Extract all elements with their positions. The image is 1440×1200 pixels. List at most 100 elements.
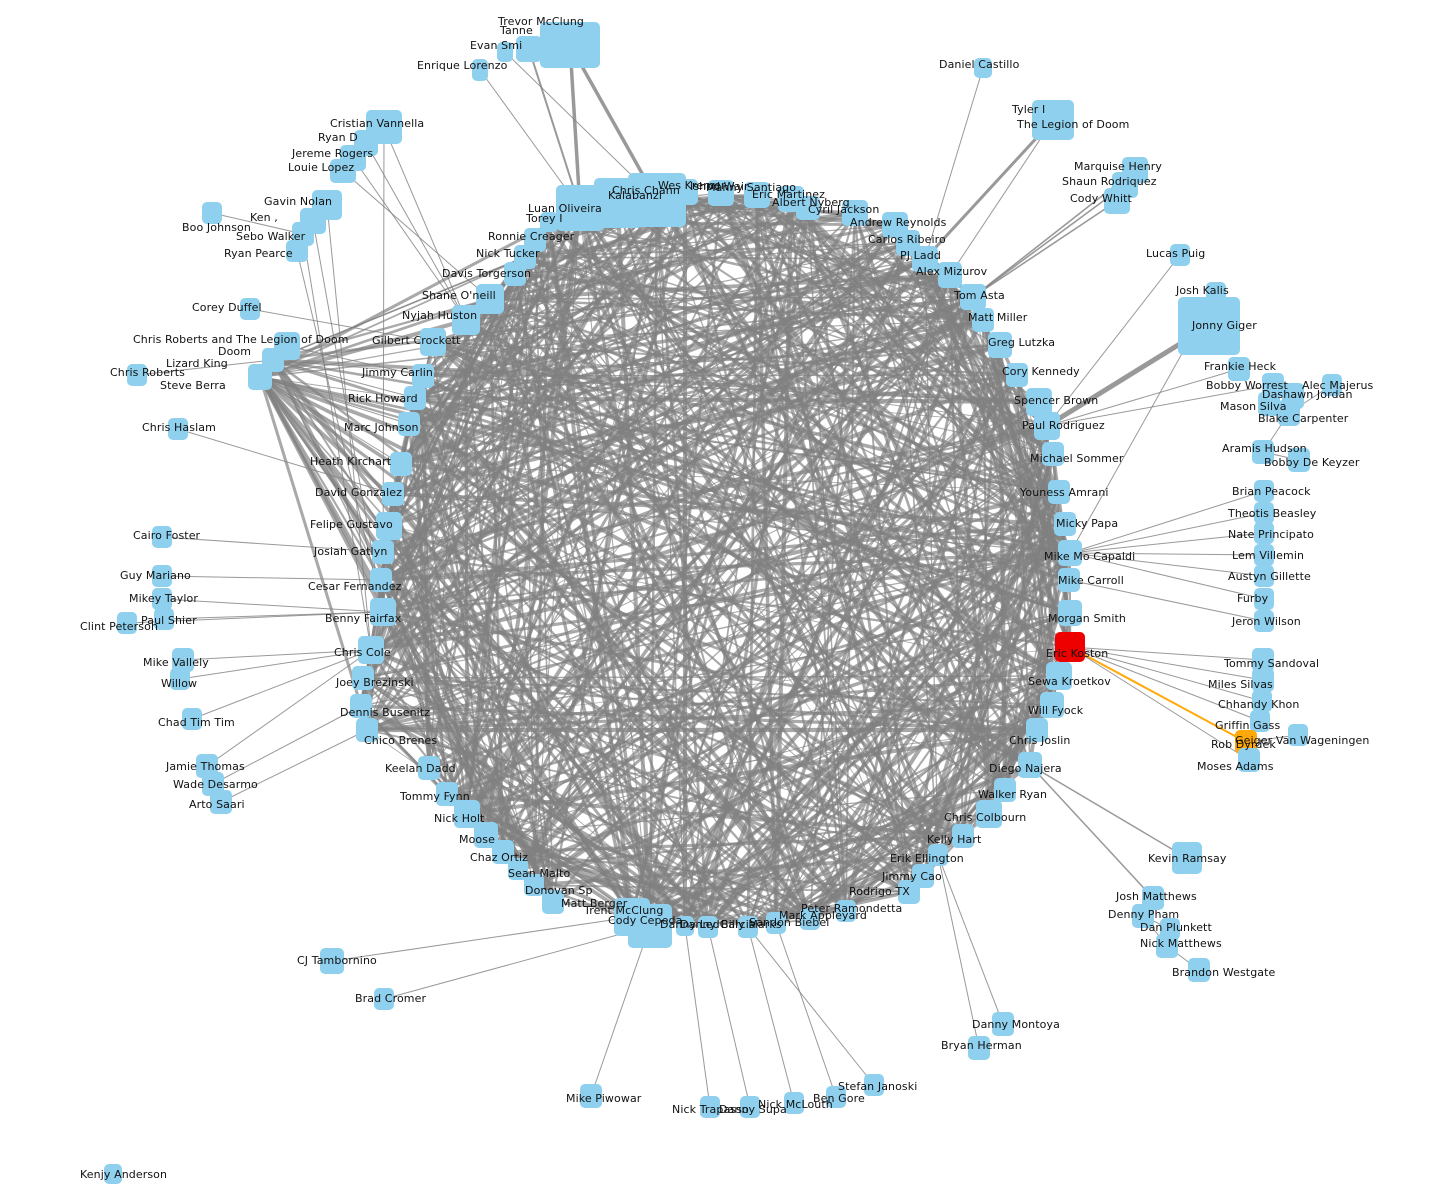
graph-node[interactable] <box>1170 244 1190 266</box>
graph-node[interactable] <box>350 694 372 718</box>
graph-node[interactable] <box>1288 448 1310 472</box>
graph-node[interactable] <box>182 708 202 730</box>
graph-node[interactable] <box>1322 374 1342 396</box>
graph-node[interactable] <box>398 412 420 436</box>
graph-node[interactable] <box>117 612 137 634</box>
graph-node[interactable] <box>1178 297 1240 355</box>
graph-node[interactable] <box>376 512 402 540</box>
graph-node[interactable] <box>974 58 992 78</box>
graph-node[interactable] <box>1054 512 1076 536</box>
graph-node[interactable] <box>420 328 446 356</box>
graph-node[interactable] <box>826 1086 846 1108</box>
graph-node[interactable] <box>1026 718 1048 742</box>
graph-node[interactable] <box>508 858 528 880</box>
graph-node[interactable] <box>864 1074 884 1096</box>
graph-node[interactable] <box>1058 568 1080 592</box>
graph-node[interactable] <box>672 179 698 205</box>
graph-node[interactable] <box>1042 442 1064 466</box>
graph-node[interactable] <box>418 756 440 780</box>
graph-node[interactable] <box>370 568 392 592</box>
graph-node[interactable] <box>556 185 604 231</box>
graph-node[interactable] <box>1040 692 1064 718</box>
graph-node[interactable] <box>358 636 384 664</box>
focus-node[interactable] <box>1055 632 1085 662</box>
graph-node[interactable] <box>497 42 513 62</box>
graph-node[interactable] <box>516 36 542 62</box>
graph-node[interactable] <box>842 200 868 226</box>
graph-node[interactable] <box>210 790 232 814</box>
graph-node[interactable] <box>1172 842 1202 874</box>
graph-node[interactable] <box>898 880 920 904</box>
graph-node[interactable] <box>766 912 786 934</box>
graph-node[interactable] <box>1156 934 1178 958</box>
graph-node[interactable] <box>1132 904 1154 928</box>
graph-node[interactable] <box>1262 373 1284 397</box>
graph-node[interactable] <box>994 778 1016 802</box>
graph-node[interactable] <box>708 180 734 206</box>
graph-node[interactable] <box>330 159 356 183</box>
graph-node[interactable] <box>988 332 1012 358</box>
graph-node[interactable] <box>172 648 194 672</box>
graph-node[interactable] <box>104 1164 122 1184</box>
graph-node[interactable] <box>492 840 514 864</box>
graph-node[interactable] <box>952 824 974 848</box>
graph-node[interactable] <box>248 364 272 390</box>
graph-node[interactable] <box>412 364 434 388</box>
graph-node[interactable] <box>542 890 564 914</box>
graph-node[interactable] <box>540 22 600 68</box>
graph-node[interactable] <box>912 246 938 272</box>
graph-node[interactable] <box>524 874 544 896</box>
graph-node[interactable] <box>404 386 426 410</box>
graph-node[interactable] <box>700 1096 720 1118</box>
graph-node[interactable] <box>744 182 770 208</box>
graph-node[interactable] <box>356 718 378 742</box>
graph-node[interactable] <box>1278 400 1300 426</box>
graph-node[interactable] <box>836 900 856 922</box>
graph-node[interactable] <box>152 565 172 587</box>
graph-node[interactable] <box>580 1084 602 1108</box>
graph-node[interactable] <box>1250 710 1270 732</box>
graph-node[interactable] <box>1032 100 1074 140</box>
graph-node[interactable] <box>992 1012 1014 1036</box>
graph-node[interactable] <box>972 308 994 332</box>
graph-node[interactable] <box>152 526 172 548</box>
graph-node[interactable] <box>540 212 558 232</box>
graph-node[interactable] <box>698 916 718 938</box>
graph-node[interactable] <box>374 988 394 1010</box>
graph-node[interactable] <box>1252 440 1274 464</box>
graph-node[interactable] <box>1238 748 1260 772</box>
graph-node[interactable] <box>628 904 672 948</box>
graph-node[interactable] <box>1228 357 1250 381</box>
graph-node[interactable] <box>1252 668 1274 692</box>
graph-node[interactable] <box>1258 392 1280 416</box>
graph-node[interactable] <box>1188 958 1210 982</box>
graph-node[interactable] <box>1058 540 1082 566</box>
graph-node[interactable] <box>372 540 394 564</box>
graph-node[interactable] <box>170 668 190 690</box>
graph-node[interactable] <box>738 916 758 938</box>
graph-node[interactable] <box>152 588 172 610</box>
graph-node[interactable] <box>1254 565 1274 587</box>
graph-node[interactable] <box>1254 502 1274 524</box>
graph-node[interactable] <box>286 240 308 262</box>
graph-node[interactable] <box>1254 544 1274 566</box>
graph-node[interactable] <box>1254 522 1274 544</box>
graph-node[interactable] <box>1254 480 1274 502</box>
graph-node[interactable] <box>800 908 820 930</box>
graph-node[interactable] <box>784 1092 804 1114</box>
graph-node[interactable] <box>1288 724 1308 746</box>
graph-node[interactable] <box>676 916 694 936</box>
graph-node[interactable] <box>240 298 260 320</box>
graph-node[interactable] <box>1252 690 1272 712</box>
graph-node[interactable] <box>1046 662 1072 690</box>
graph-node[interactable] <box>938 262 962 288</box>
graph-node[interactable] <box>436 782 458 806</box>
graph-node[interactable] <box>796 196 820 220</box>
graph-node[interactable] <box>472 59 488 81</box>
graph-node[interactable] <box>1254 588 1274 610</box>
graph-node[interactable] <box>1058 600 1082 626</box>
graph-node[interactable] <box>127 364 147 386</box>
graph-node[interactable] <box>1026 388 1052 416</box>
graph-node[interactable] <box>452 305 480 335</box>
graph-node[interactable] <box>154 608 174 630</box>
